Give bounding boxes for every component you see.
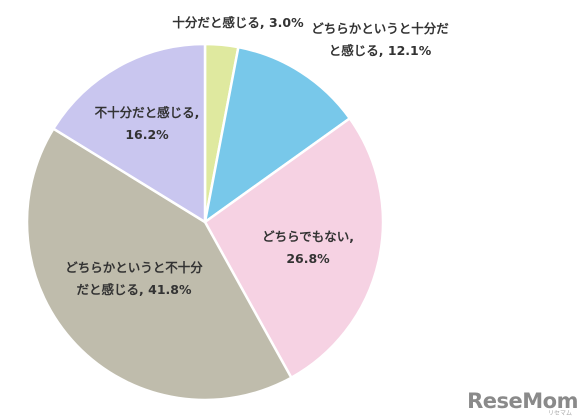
pie-slice: [25, 126, 294, 402]
pie-slice: [51, 42, 207, 225]
slice-label: どちらでもない, 26.8%: [262, 229, 354, 266]
slice-label: 不十分だと感じる, 16.2%: [95, 105, 200, 142]
slice-label: 十分だと感じる, 3.0%: [172, 15, 304, 30]
slice-label: どちらかというと不十分だと感じる, 41.8%: [65, 260, 203, 297]
slice-label: どちらかというと十分だと感じる, 12.1%: [311, 21, 449, 58]
pie-slice: [203, 45, 352, 225]
resemom-logo-sub: リセマム: [547, 410, 572, 417]
resemom-logo: ReseMom: [467, 389, 578, 413]
pie-slice: [203, 116, 385, 380]
